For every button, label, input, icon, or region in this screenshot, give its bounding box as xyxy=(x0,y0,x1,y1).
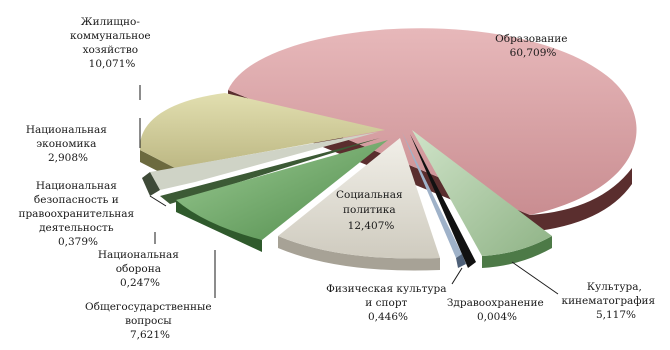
label-security: Национальная безопасность и правоохранит… xyxy=(18,180,137,248)
label-general: Общегосударственные вопросы 7,621% xyxy=(85,301,215,341)
slice-housing xyxy=(139,93,385,168)
label-housing: Жилищно- коммунальное хозяйство 10,071% xyxy=(70,16,154,70)
slice-side-sport xyxy=(456,254,466,268)
leader-security xyxy=(149,195,167,207)
label-economy: Национальная экономика 2,908% xyxy=(26,124,110,164)
slice-side-social xyxy=(278,236,440,271)
label-education: Образование 60,709% xyxy=(495,33,571,59)
slice-education xyxy=(228,28,637,215)
slice-security xyxy=(160,138,380,204)
slice-side-culture xyxy=(482,236,552,268)
label-defense: Национальная оборона 0,247% xyxy=(98,249,182,289)
slice-general xyxy=(176,140,388,240)
slice-sport xyxy=(402,132,462,258)
label-health: Здравоохранение 0,004% xyxy=(447,297,547,323)
label-culture: Культура, кинематография 5,117% xyxy=(562,281,659,321)
leader-lines xyxy=(139,85,559,298)
label-sport: Физическая культура и спорт 0,446% xyxy=(326,283,450,323)
slice-economy xyxy=(150,132,378,190)
leader-sport xyxy=(451,267,463,285)
label-social: Социальная политика 12,407% xyxy=(336,189,406,232)
slice-culture xyxy=(412,130,552,256)
slice-social xyxy=(278,138,440,259)
slice-health xyxy=(410,134,476,268)
slice-side-economy xyxy=(142,172,160,196)
leader-culture xyxy=(511,261,559,295)
